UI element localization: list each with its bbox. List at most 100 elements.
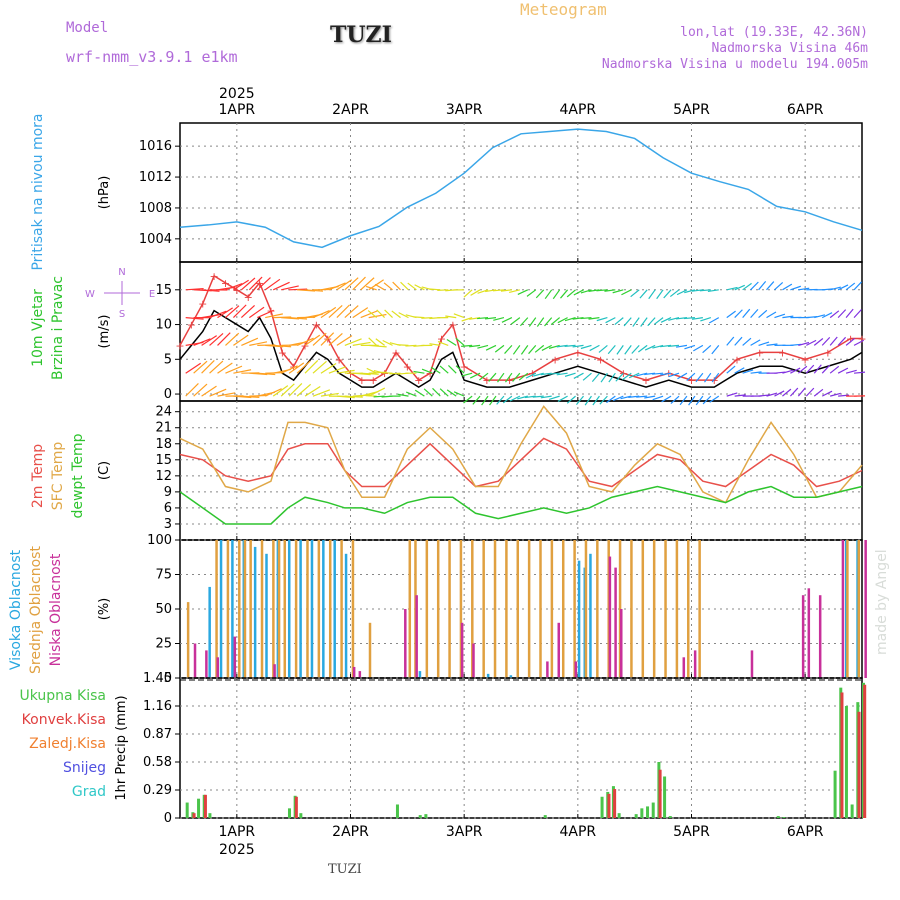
wind-arrow: [691, 317, 703, 320]
wind-arrow: [605, 317, 616, 324]
wind-arrow: [469, 344, 481, 348]
wind-arrow: [280, 383, 295, 397]
wind-arrow: [241, 337, 259, 346]
wind-arrow: [225, 332, 240, 346]
panel-frame-pressure: [179, 122, 863, 263]
wind-arrow: [312, 389, 331, 397]
bar-precip: [658, 769, 662, 818]
credit-text: made by Angel: [874, 549, 890, 655]
wind-arrow: [660, 372, 672, 376]
wind-arrow: [445, 315, 457, 319]
wind-arrow: [734, 336, 743, 346]
wind-arrow: [528, 317, 537, 327]
bar-precip: [863, 684, 867, 818]
wind-arrow: [525, 372, 537, 379]
wind-arrow: [684, 344, 696, 350]
wind-arrow: [675, 344, 688, 348]
series-line-dewpt-temp: [179, 485, 863, 525]
bar-precip: [395, 804, 399, 818]
bar-clouds: [573, 540, 576, 678]
wind-arrow: [360, 372, 379, 375]
wind-arrow: [505, 372, 513, 383]
wind-arrow: [813, 364, 822, 374]
wind-arrow: [376, 309, 386, 319]
wind-arrow: [352, 276, 366, 291]
compass-e: E: [149, 289, 155, 300]
top-date-label: 4APR: [560, 102, 597, 118]
wind-arrow: [233, 279, 249, 291]
wind-arrow: [600, 372, 608, 383]
wind-arrow: [366, 367, 377, 374]
wind-arrow: [853, 281, 863, 291]
wind-arrow: [829, 310, 840, 319]
wind-arrow: [708, 317, 720, 324]
gust-marker: +: [255, 277, 264, 290]
wind-arrow: [185, 382, 199, 397]
wind-arrow: [193, 360, 208, 374]
wind-arrow: [397, 393, 409, 397]
wind-arrow: [288, 383, 303, 397]
y-tick-label: 12: [155, 469, 172, 484]
wind-arrow: [652, 344, 664, 349]
wind-arrow: [686, 372, 696, 382]
wind-arrow: [782, 369, 794, 374]
wind-arrow: [766, 311, 777, 319]
series-line-speed: [179, 309, 863, 388]
bar-clouds: [216, 657, 219, 678]
wind-arrow: [328, 333, 343, 346]
wind-arrow: [494, 344, 505, 353]
wind-arrow: [669, 289, 680, 298]
wind-arrow: [446, 389, 457, 397]
bar-clouds: [283, 540, 286, 678]
wind-arrow: [532, 372, 544, 377]
bar-clouds: [641, 540, 645, 678]
wind-arrow: [469, 372, 481, 379]
wind-arrow: [185, 362, 202, 374]
bar-clouds: [205, 650, 208, 678]
wind-arrow: [699, 289, 711, 292]
bar-clouds: [527, 540, 531, 678]
wind-arrow: [830, 392, 841, 397]
wind-arrow: [556, 372, 568, 376]
bar-precip: [299, 813, 303, 818]
bar-precip: [600, 796, 604, 818]
wind-arrow: [591, 372, 600, 382]
bar-clouds: [415, 595, 418, 678]
gust-marker: +: [801, 353, 810, 366]
wind-arrow: [797, 387, 806, 397]
wind-arrow: [758, 341, 770, 346]
bar-clouds: [317, 540, 321, 678]
wind-arrow: [845, 282, 856, 291]
wind-arrow: [829, 365, 840, 374]
wind-arrow: [430, 366, 441, 374]
wind-arrow: [628, 372, 640, 379]
wind-arrow: [540, 372, 552, 376]
label-cloud-high: Visoka Oblacnost: [8, 549, 24, 670]
wind-arrow: [240, 277, 256, 291]
bar-clouds: [614, 567, 617, 678]
wind-arrow: [518, 372, 529, 381]
bar-precip: [833, 770, 837, 818]
gust-marker: +: [221, 277, 230, 290]
gust-marker: +: [198, 298, 207, 311]
wind-arrow: [750, 308, 759, 318]
wind-arrow: [700, 317, 712, 322]
bar-clouds: [249, 540, 252, 678]
wind-arrow: [489, 395, 497, 406]
wind-arrow: [821, 336, 831, 346]
model-elevation: Nadmorska Visina u modelu 194.005m: [601, 57, 868, 72]
bar-clouds: [208, 586, 211, 678]
wind-arrow: [580, 344, 592, 350]
precip-legend-item: Ukupna Kisa: [19, 688, 106, 704]
wind-arrow: [707, 289, 719, 293]
wind-arrow: [288, 362, 305, 374]
bar-precip: [424, 814, 428, 818]
wind-arrow: [201, 335, 218, 346]
wind-arrow: [536, 317, 545, 327]
gust-marker: +: [335, 353, 344, 366]
bar-clouds: [486, 673, 490, 678]
wind-arrow: [421, 317, 433, 319]
wind-arrow: [838, 394, 850, 397]
wind-arrow: [552, 289, 561, 300]
bar-clouds: [577, 560, 581, 678]
